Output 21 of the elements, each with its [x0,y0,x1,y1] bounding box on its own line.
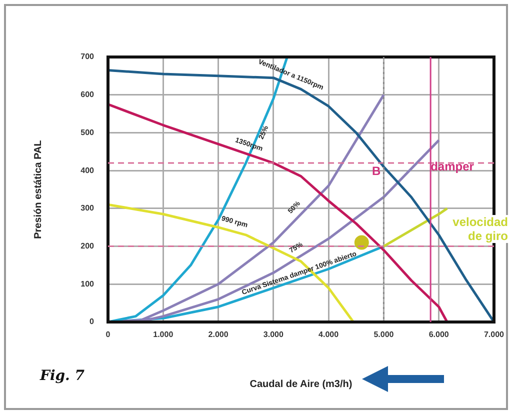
x-tick-label: 5.000 [374,330,394,340]
y-tick-label: 200 [80,241,95,250]
y-tick-label: 700 [80,52,95,62]
annotation: B [372,164,381,178]
y-tick-label: 0 [90,317,95,326]
x-tick-label: 6.000 [428,330,450,340]
x-axis-title: Caudal de Aire (m3/h) [250,378,352,390]
y-axis-title: Presión estática PAL [32,140,44,239]
x-tick-label: 3.000 [263,330,284,340]
caption: Fig. 7 [40,368,85,384]
y-tick-label: 100 [80,279,95,288]
x-tick-label: 4.000 [318,330,340,340]
x-tick-label: 0 [106,330,111,340]
y-tick-label: 400 [80,166,95,175]
x-tick-label: 7.000 [484,330,505,340]
x-tick-label: 1.000 [153,330,174,340]
y-tick-label: 600 [80,90,95,100]
x-tick-label: 2.000 [208,330,229,340]
y-tick-label: 300 [80,204,95,213]
annotation: velocidad de giro [452,215,508,243]
y-tick-label: 500 [80,128,95,137]
